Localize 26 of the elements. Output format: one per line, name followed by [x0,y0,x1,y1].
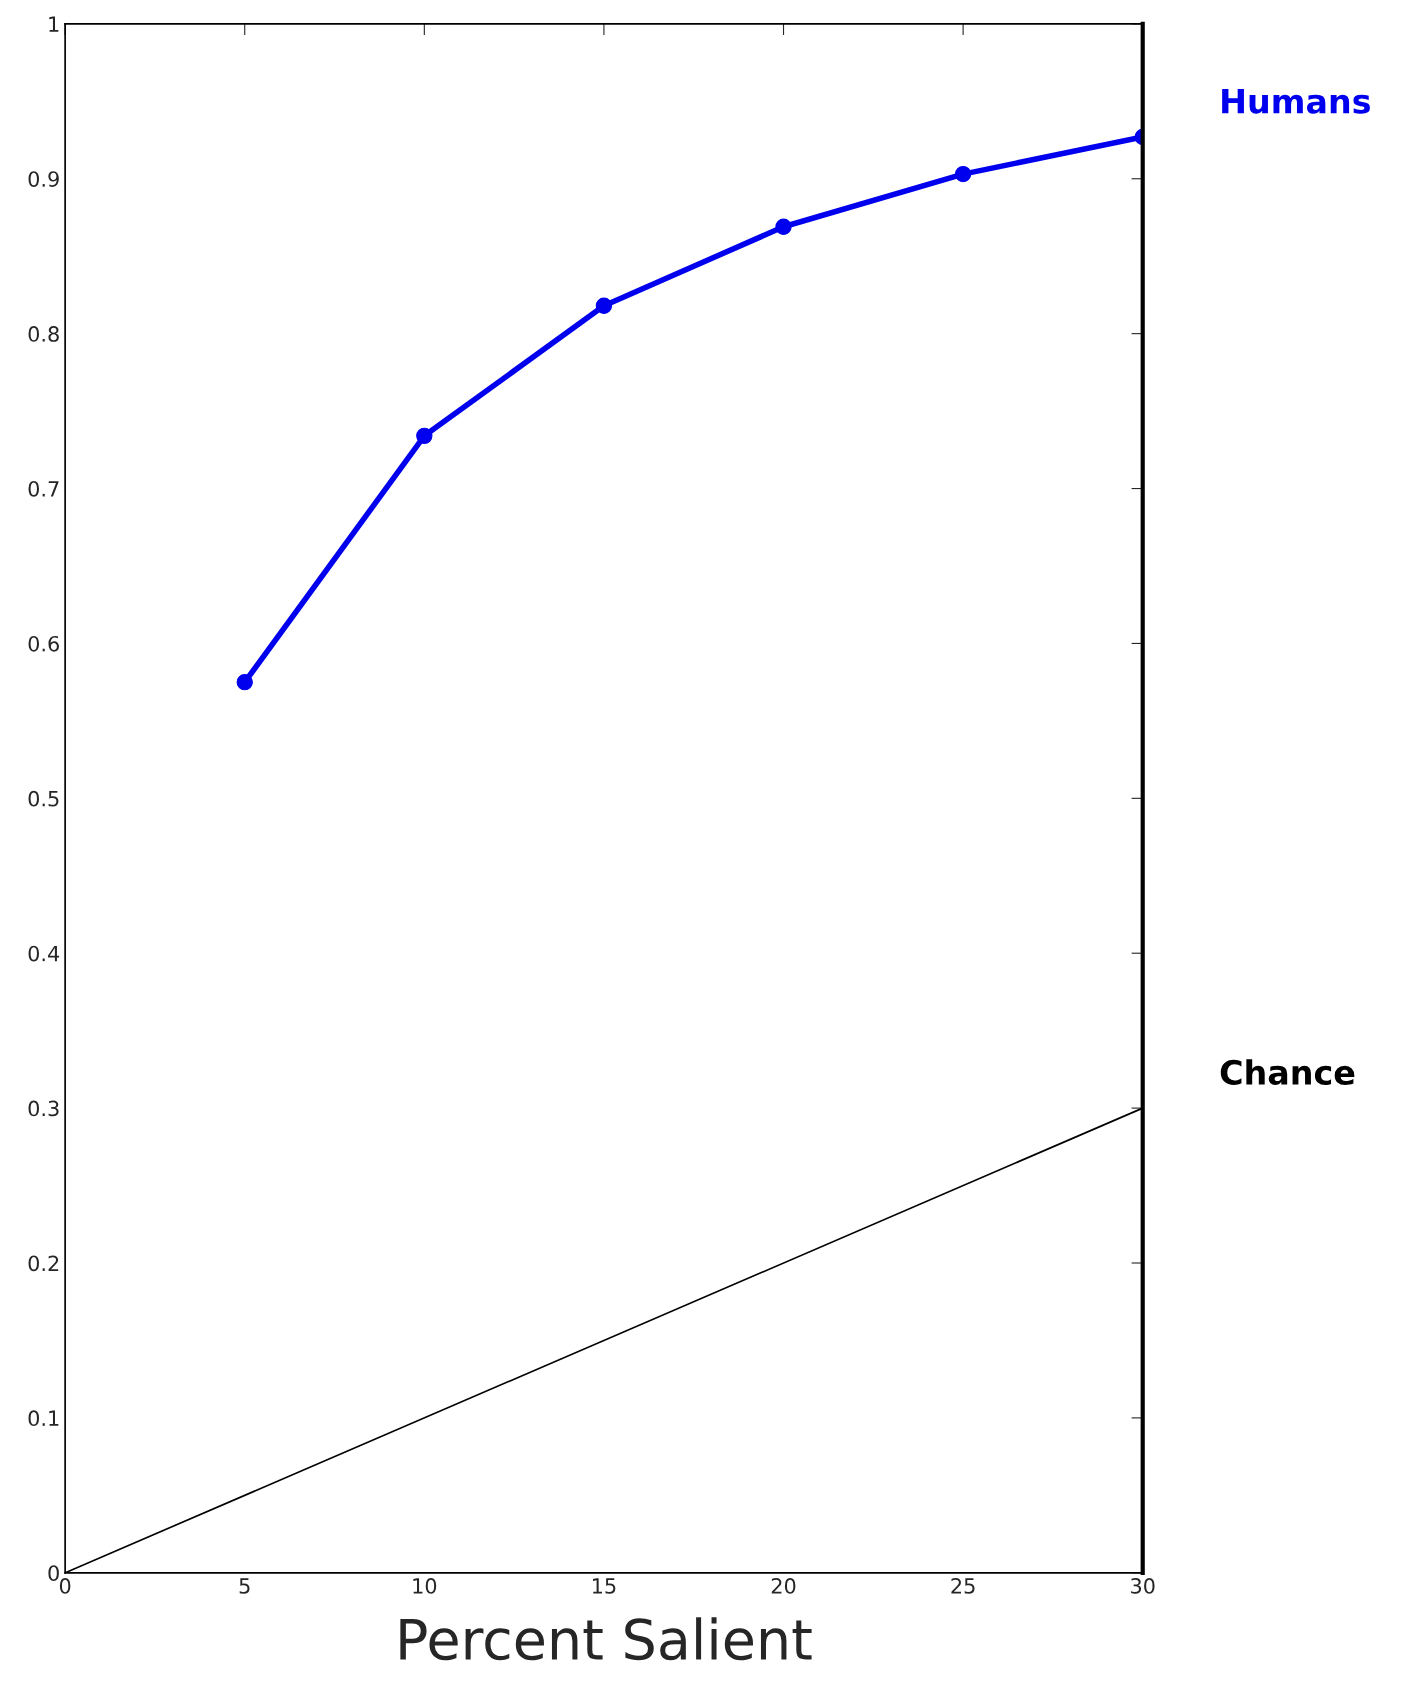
y-tick-label: 0.2 [28,1255,59,1272]
x-tick-label: 15 [592,1578,616,1594]
y-tick-label: 0.3 [28,1100,59,1117]
x-axis-title: Percent Salient [400,1617,812,1661]
point [236,674,253,691]
point [954,165,972,183]
text: Chance [1220,1059,1355,1085]
y-tick-label: 0.7 [28,480,59,497]
point [416,427,433,445]
x-tick-label: 10 [413,1578,437,1594]
y-tick-label: 0.5 [28,790,59,807]
y-tick-label: 0.8 [28,326,59,342]
point [595,297,613,314]
y-tick-label: 1 [49,16,59,32]
y-tick-label: 0.4 [28,945,60,962]
y-tick-label: 0.6 [28,635,59,652]
x-tick-label: 25 [951,1578,975,1594]
point [775,218,792,235]
x-tick-label: 5 [239,1578,250,1594]
x-tick-label: 0 [59,1578,71,1594]
text: Humans [1222,89,1370,114]
y-tick-label: 0.9 [28,171,59,187]
y-tick-label: 0.1 [28,1410,59,1427]
x-tick-label: 20 [771,1578,796,1594]
y-tick-label: 0 [48,1565,59,1581]
x-tick-label: 30 [1131,1578,1155,1594]
